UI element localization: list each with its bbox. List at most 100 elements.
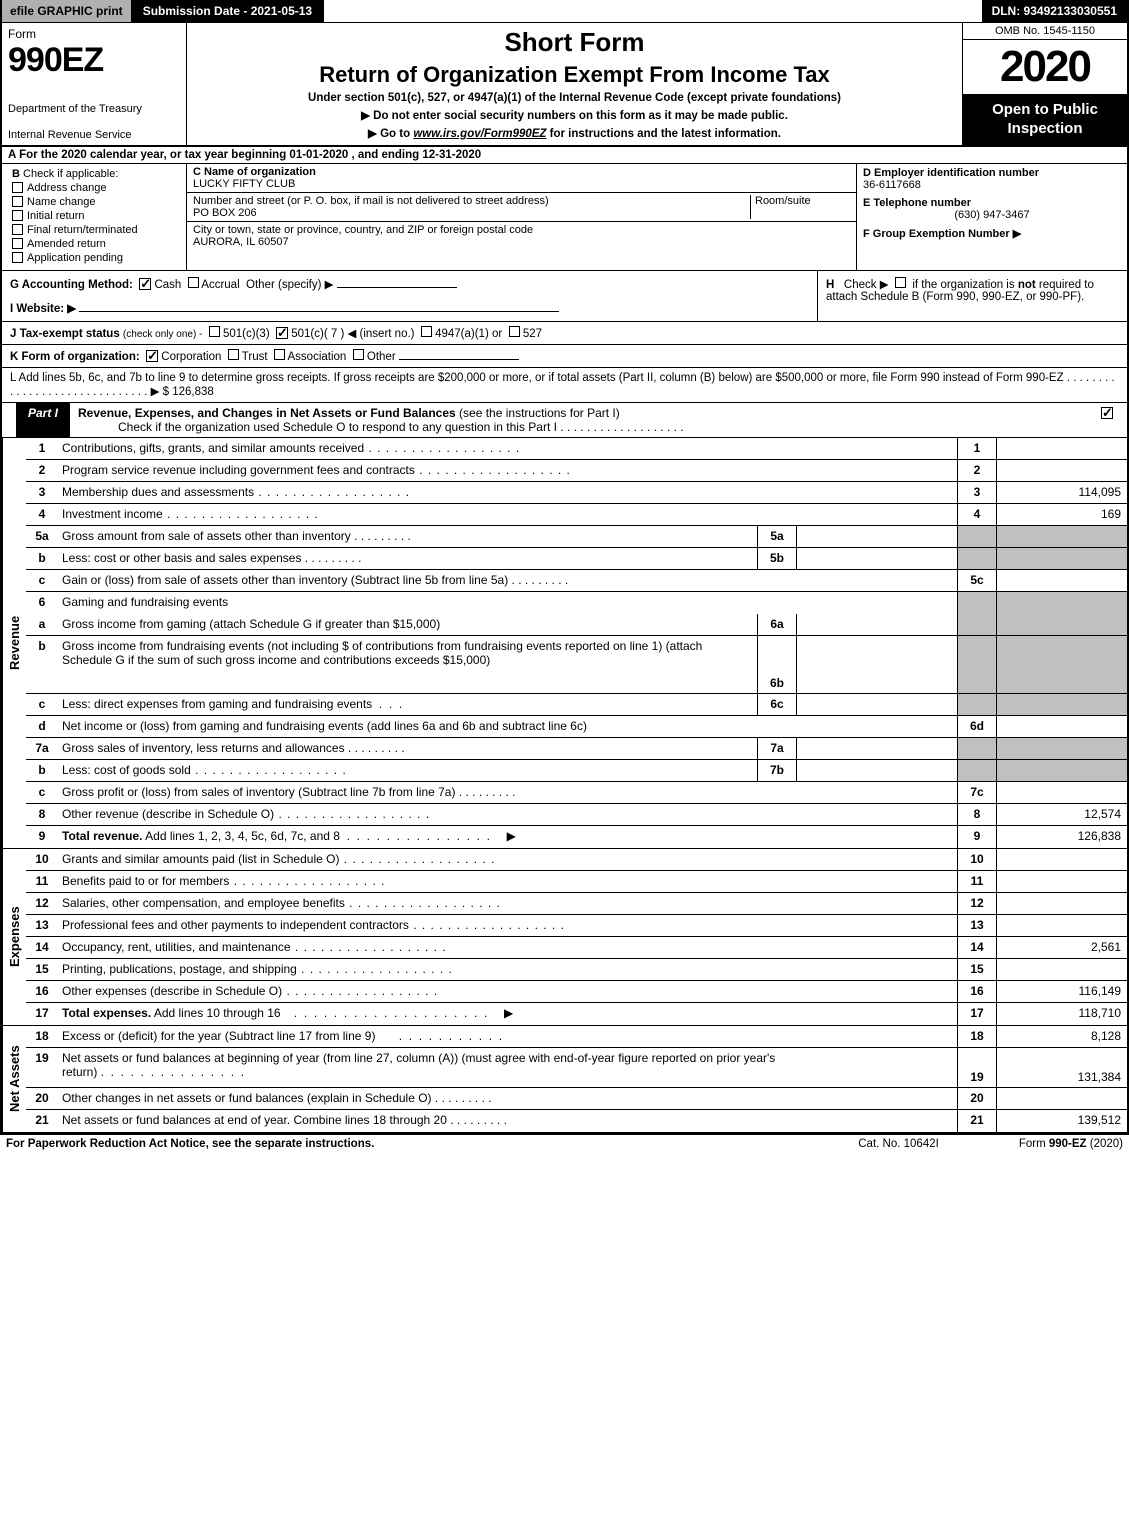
inline-val — [797, 614, 957, 635]
checkbox-schedule-b[interactable] — [895, 277, 906, 288]
line-num: 21 — [26, 1110, 58, 1132]
line-num: d — [26, 716, 58, 737]
line-3: 3 Membership dues and assessments 3 114,… — [26, 482, 1127, 504]
omb-number: OMB No. 1545-1150 — [963, 23, 1127, 40]
checkbox-initial-return[interactable] — [12, 210, 23, 221]
line-rnum-grey — [957, 592, 997, 614]
website-input[interactable] — [79, 311, 559, 312]
line-num: a — [26, 614, 58, 635]
inline-num: 5a — [757, 526, 797, 547]
efile-print-button[interactable]: efile GRAPHIC print — [2, 0, 133, 22]
under-section-text: Under section 501(c), 527, or 4947(a)(1)… — [193, 92, 956, 104]
opt-other-org: Other — [367, 351, 396, 363]
inline-val — [797, 738, 957, 759]
part-1-tab: Part I — [16, 403, 70, 437]
inline-num: 5b — [757, 548, 797, 569]
address-value: PO BOX 206 — [193, 207, 750, 219]
ein-value: 36-6117668 — [863, 179, 1121, 191]
line-rnum: 12 — [957, 893, 997, 914]
checkbox-501c3[interactable] — [209, 326, 220, 337]
other-specify-input[interactable] — [337, 287, 457, 288]
checkbox-501c[interactable] — [276, 327, 288, 339]
line-rval-grey — [997, 548, 1127, 569]
line-rnum-grey — [957, 548, 997, 569]
department-label: Department of the Treasury — [8, 103, 180, 115]
tax-exempt-hint: (check only one) - — [123, 329, 202, 340]
line-12: 12 Salaries, other compensation, and emp… — [26, 893, 1127, 915]
line-rnum-grey — [957, 614, 997, 635]
tax-year: 2020 — [963, 40, 1127, 95]
line-num: 10 — [26, 849, 58, 870]
checkbox-corporation[interactable] — [146, 350, 158, 362]
line-desc: Other expenses (describe in Schedule O) — [62, 984, 438, 998]
line-rval-grey — [997, 760, 1127, 781]
line-17: 17 Total expenses. Add lines 10 through … — [26, 1003, 1127, 1025]
line-6: 6 Gaming and fundraising events — [26, 592, 1127, 614]
other-org-input[interactable] — [399, 359, 519, 360]
line-rval: 12,574 — [997, 804, 1127, 825]
line-rval-grey — [997, 614, 1127, 635]
checkbox-cash[interactable] — [139, 278, 151, 290]
checkbox-trust[interactable] — [228, 349, 239, 360]
line-desc: Gross amount from sale of assets other t… — [62, 529, 411, 543]
checkbox-accrual[interactable] — [188, 277, 199, 288]
checkbox-amended-return[interactable] — [12, 238, 23, 249]
opt-4947: 4947(a)(1) or — [435, 328, 502, 340]
line-rval — [997, 460, 1127, 481]
checkbox-final-return[interactable] — [12, 224, 23, 235]
page-footer: For Paperwork Reduction Act Notice, see … — [0, 1134, 1129, 1153]
line-desc: Gross income from gaming (attach Schedul… — [62, 617, 440, 631]
line-desc: Salaries, other compensation, and employ… — [62, 896, 501, 910]
line-rval-grey — [997, 526, 1127, 547]
row-l-value: $ 126,838 — [163, 386, 214, 398]
line-num: 4 — [26, 504, 58, 525]
line-rval-grey — [997, 738, 1127, 759]
line-num: 7a — [26, 738, 58, 759]
application-pending-label: Application pending — [27, 252, 123, 264]
checkbox-name-change[interactable] — [12, 196, 23, 207]
line-desc: Contributions, gifts, grants, and simila… — [62, 441, 520, 455]
short-form-title: Short Form — [193, 27, 956, 58]
line-rnum: 19 — [957, 1048, 997, 1087]
checkbox-other-org[interactable] — [353, 349, 364, 360]
line-rnum: 14 — [957, 937, 997, 958]
line-8: 8 Other revenue (describe in Schedule O)… — [26, 804, 1127, 826]
line-rnum: 4 — [957, 504, 997, 525]
line-desc: Less: cost or other basis and sales expe… — [62, 551, 361, 565]
line-num: 2 — [26, 460, 58, 481]
line-num: 17 — [26, 1003, 58, 1025]
line-desc: Other changes in net assets or fund bala… — [62, 1091, 492, 1105]
opt-527: 527 — [523, 328, 542, 340]
line-desc: Net income or (loss) from gaming and fun… — [62, 719, 587, 733]
checkbox-part1-schedule-o[interactable] — [1101, 407, 1113, 419]
line-desc: Less: direct expenses from gaming and fu… — [62, 697, 372, 711]
part-1-header: Part I Revenue, Expenses, and Changes in… — [0, 403, 1129, 438]
telephone-label: E Telephone number — [863, 197, 1121, 209]
form-org-label: K Form of organization: — [10, 351, 140, 363]
line-num: 5a — [26, 526, 58, 547]
inline-val — [797, 636, 957, 693]
accounting-method-row: G Accounting Method: Cash Accrual Other … — [10, 277, 809, 291]
line-desc: Professional fees and other payments to … — [62, 918, 565, 932]
line-rval — [997, 438, 1127, 459]
line-5b: b Less: cost or other basis and sales ex… — [26, 548, 1127, 570]
line-num: 20 — [26, 1088, 58, 1109]
line-desc: Gaming and fundraising events — [62, 595, 228, 609]
checkbox-address-change[interactable] — [12, 182, 23, 193]
line-11: 11 Benefits paid to or for members 11 — [26, 871, 1127, 893]
line-13: 13 Professional fees and other payments … — [26, 915, 1127, 937]
telephone-value: (630) 947-3467 — [863, 209, 1121, 221]
line-rnum-grey — [957, 636, 997, 693]
opt-trust: Trust — [242, 351, 268, 363]
checkbox-527[interactable] — [509, 326, 520, 337]
ein-label: D Employer identification number — [863, 167, 1121, 179]
line-desc: Gross sales of inventory, less returns a… — [62, 741, 405, 755]
checkbox-association[interactable] — [274, 349, 285, 360]
checkbox-application-pending[interactable] — [12, 252, 23, 263]
line-num: b — [26, 548, 58, 569]
irs-link[interactable]: www.irs.gov/Form990EZ — [413, 128, 546, 140]
line-rnum-grey — [957, 694, 997, 715]
line-6c: c Less: direct expenses from gaming and … — [26, 694, 1127, 716]
other-specify-label: Other (specify) ▶ — [246, 279, 333, 291]
checkbox-4947[interactable] — [421, 326, 432, 337]
